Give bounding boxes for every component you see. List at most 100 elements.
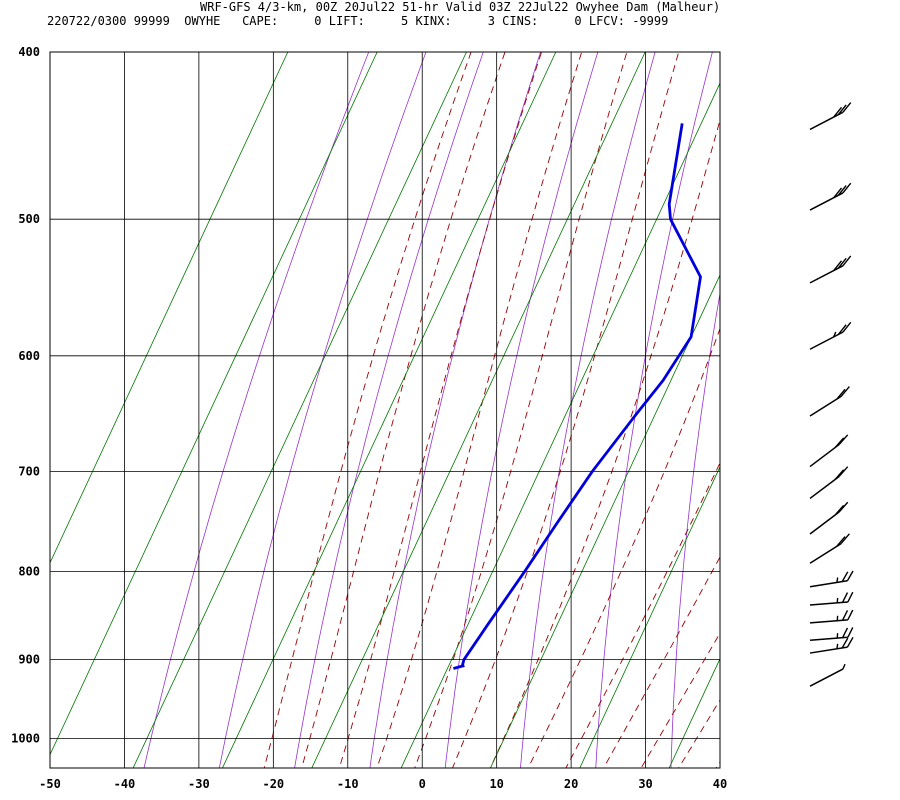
dry-adiabat [143, 52, 370, 768]
wind-barb-staff [809, 265, 844, 284]
y-tick-label: 1000 [11, 732, 40, 746]
x-tick-label: -50 [39, 777, 61, 791]
x-tick-label: 10 [489, 777, 503, 791]
wind-barb-flag [834, 504, 845, 516]
dewpoint-surface-tick [453, 664, 465, 670]
moist-adiabats [263, 52, 720, 768]
wind-barb [809, 182, 852, 211]
mixing-ratio-line [668, 657, 720, 768]
wind-barb-staff [809, 636, 848, 642]
y-tick-label: 900 [18, 653, 40, 667]
x-tick-label: -20 [262, 777, 284, 791]
moist-adiabat [263, 52, 472, 768]
moist-adiabat [640, 632, 720, 768]
wind-barb [809, 533, 850, 564]
wind-barb-flag [840, 533, 850, 545]
wind-barb-flag [841, 637, 849, 649]
series-lines [453, 123, 891, 670]
mixing-ratio-line [579, 465, 720, 768]
dry-adiabat [892, 0, 900, 782]
wind-barb-staff [809, 331, 844, 350]
dry-adiabats [143, 0, 900, 782]
wind-barb-staff [809, 619, 848, 624]
wind-barb-flag [838, 501, 849, 513]
wind-barb-halfflag [842, 663, 846, 670]
wind-barb-staff [809, 395, 842, 417]
mixing-ratio-line [400, 82, 720, 768]
x-tick-label: 30 [638, 777, 652, 791]
wind-barb-flag [842, 182, 852, 194]
moist-adiabat [565, 461, 720, 768]
wind-barb-flag [842, 321, 852, 333]
chart-title: WRF-GFS 4/3-km, 00Z 20Jul22 51-hr Valid … [200, 0, 721, 14]
wind-barb-flag [834, 469, 845, 481]
moist-adiabat [301, 52, 506, 768]
moist-adiabat [452, 52, 680, 768]
wind-barb-flag [841, 571, 849, 582]
wind-barb [809, 570, 854, 588]
wind-barb-staff [809, 580, 848, 588]
y-tick-label: 600 [18, 349, 40, 363]
wind-barb [809, 501, 849, 535]
wind-barb [809, 255, 852, 284]
wind-barb-flag [836, 388, 846, 400]
x-tick-label: -10 [337, 777, 359, 791]
wind-barb [809, 102, 852, 131]
wind-barb-staff [809, 511, 840, 535]
y-tick-label: 400 [18, 45, 40, 59]
wind-barb-flag [847, 591, 854, 603]
wind-barb-staff [809, 192, 844, 211]
temperature-line [770, 123, 891, 663]
mixing-ratio-line [132, 52, 467, 768]
x-tick-label: 0 [419, 777, 426, 791]
x-tick-label: -40 [114, 777, 136, 791]
y-tick-label: 800 [18, 564, 40, 578]
wind-barb-flag [841, 592, 849, 603]
wind-barb-flag [837, 104, 847, 116]
dry-adiabat [294, 52, 484, 768]
wind-barb [809, 627, 854, 642]
moist-adiabat [414, 52, 628, 768]
wind-barb-flag [836, 536, 846, 547]
wind-barb-flag [833, 187, 843, 199]
wind-barb [809, 386, 850, 417]
moist-adiabat [376, 52, 583, 768]
wind-barb-flag [834, 437, 845, 449]
wind-barb [809, 591, 854, 606]
wind-barb [809, 609, 854, 624]
wind-barb-flag [842, 102, 852, 113]
mixing-ratio-line [752, 52, 900, 782]
x-tick-label: -30 [188, 777, 210, 791]
x-tick-label: 20 [564, 777, 578, 791]
wind-barb-halfflag [836, 643, 839, 649]
moist-adiabat [527, 327, 720, 768]
mixing-ratio-line [490, 274, 720, 768]
wind-barb-flag [841, 627, 849, 639]
wind-barb-staff [809, 542, 842, 564]
y-tick-label: 700 [18, 464, 40, 478]
wind-barb-flag [842, 255, 852, 267]
wind-barb-staff [809, 668, 844, 687]
wind-barb-flag [837, 185, 847, 196]
wind-barb-flag [838, 434, 849, 446]
wind-barb-staff [809, 443, 840, 468]
y-tick-labels: 400 500 600 700 800 900 1000 [11, 45, 40, 746]
mixing-ratio-line [50, 52, 289, 564]
mixing-ratio-line [222, 52, 557, 768]
moist-adiabat [489, 118, 720, 768]
wind-barb-flag [846, 636, 854, 648]
x-tick-label: 40 [713, 777, 727, 791]
wind-barbs [809, 102, 854, 687]
wind-barb-flag [837, 257, 847, 269]
wind-barb [809, 636, 854, 654]
dry-adiabat [746, 0, 845, 782]
wind-barb-flag [837, 324, 847, 335]
sounding-stats: 220722/0300 99999 OWYHE CAPE: 0 LIFT: 5 … [47, 14, 669, 28]
wind-barb-flag [838, 466, 849, 477]
dry-adiabat [519, 52, 656, 768]
wind-barb-flag [847, 627, 854, 638]
wind-barb-staff [809, 646, 848, 654]
dewpoint-line [461, 123, 702, 666]
mixing-ratio-line [50, 52, 378, 756]
dry-adiabat [595, 52, 713, 768]
